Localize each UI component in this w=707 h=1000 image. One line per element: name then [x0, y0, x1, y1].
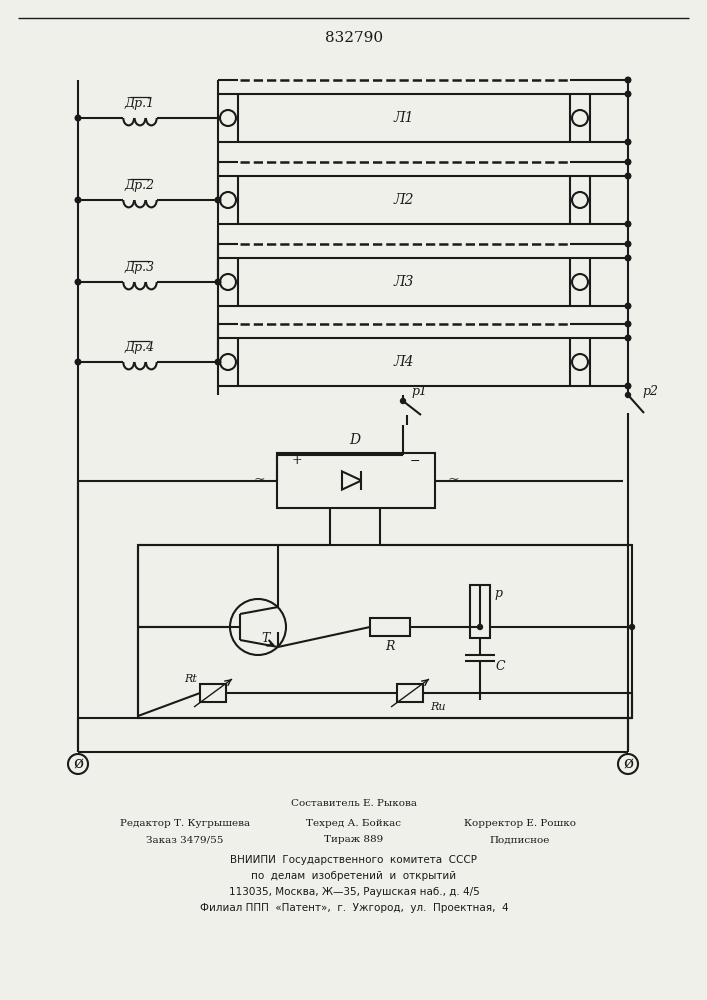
Circle shape — [625, 321, 631, 327]
Bar — [397, 684, 423, 702]
Bar — [200, 684, 226, 702]
Text: Подписное: Подписное — [490, 836, 550, 844]
Text: −: − — [410, 454, 420, 468]
Text: р1: р1 — [411, 384, 427, 397]
Text: Филиал ППП  «Патент»,  г.  Ужгород,  ул.  Проектная,  4: Филиал ППП «Патент», г. Ужгород, ул. Про… — [199, 903, 508, 913]
Text: D: D — [349, 433, 361, 447]
Text: ~: ~ — [253, 474, 265, 488]
Text: Л1: Л1 — [394, 111, 414, 125]
Circle shape — [215, 279, 221, 285]
Circle shape — [625, 173, 631, 179]
Circle shape — [629, 624, 634, 630]
Text: Составитель Е. Рыкова: Составитель Е. Рыкова — [291, 800, 417, 808]
Circle shape — [625, 383, 631, 389]
Circle shape — [625, 241, 631, 247]
Text: ø: ø — [73, 756, 83, 772]
Circle shape — [625, 159, 631, 165]
Circle shape — [625, 221, 631, 227]
Text: ВНИИПИ  Государственного  комитета  СССР: ВНИИПИ Государственного комитета СССР — [230, 855, 477, 865]
Circle shape — [400, 398, 406, 403]
Circle shape — [75, 197, 81, 203]
Circle shape — [625, 77, 631, 83]
Text: ø: ø — [623, 756, 633, 772]
Circle shape — [625, 335, 631, 341]
Circle shape — [215, 359, 221, 365]
Text: Л3: Л3 — [394, 275, 414, 289]
Bar — [138, 545, 632, 718]
Circle shape — [75, 359, 81, 365]
Text: C: C — [495, 660, 505, 672]
Text: 113035, Москва, Ж—35, Раушская наб., д. 4/5: 113035, Москва, Ж—35, Раушская наб., д. … — [228, 887, 479, 897]
Circle shape — [626, 392, 631, 397]
Text: Л4: Л4 — [394, 355, 414, 369]
Text: Л2: Л2 — [394, 193, 414, 207]
Circle shape — [75, 279, 81, 285]
Text: Техред А. Бойкас: Техред А. Бойкас — [307, 820, 402, 828]
Text: Заказ 3479/55: Заказ 3479/55 — [146, 836, 223, 844]
Text: Тираж 889: Тираж 889 — [325, 836, 384, 844]
Text: Ru: Ru — [431, 702, 445, 712]
Circle shape — [625, 91, 631, 97]
Text: Др.3: Др.3 — [125, 260, 155, 273]
Text: Редактор Т. Кугрышева: Редактор Т. Кугрышева — [120, 820, 250, 828]
Circle shape — [477, 624, 482, 630]
Text: ~: ~ — [448, 474, 459, 488]
Text: р: р — [494, 586, 502, 599]
Text: Др.2: Др.2 — [125, 178, 155, 192]
Text: Rt: Rt — [185, 674, 197, 684]
Bar — [277, 453, 435, 508]
Text: 832790: 832790 — [325, 31, 383, 45]
Circle shape — [625, 303, 631, 309]
Text: T: T — [262, 633, 270, 646]
Text: Др.4: Др.4 — [125, 340, 155, 354]
Text: Др.1: Др.1 — [125, 97, 155, 109]
Circle shape — [75, 115, 81, 121]
Text: +: + — [292, 454, 303, 468]
Circle shape — [625, 255, 631, 261]
Circle shape — [215, 197, 221, 203]
Circle shape — [625, 139, 631, 145]
Text: R: R — [385, 641, 395, 654]
Text: Корректор Е. Рошко: Корректор Е. Рошко — [464, 820, 576, 828]
Text: по  делам  изобретений  и  открытий: по делам изобретений и открытий — [252, 871, 457, 881]
Bar — [370, 618, 410, 636]
Bar — [470, 585, 490, 638]
Text: р2: р2 — [642, 384, 658, 397]
